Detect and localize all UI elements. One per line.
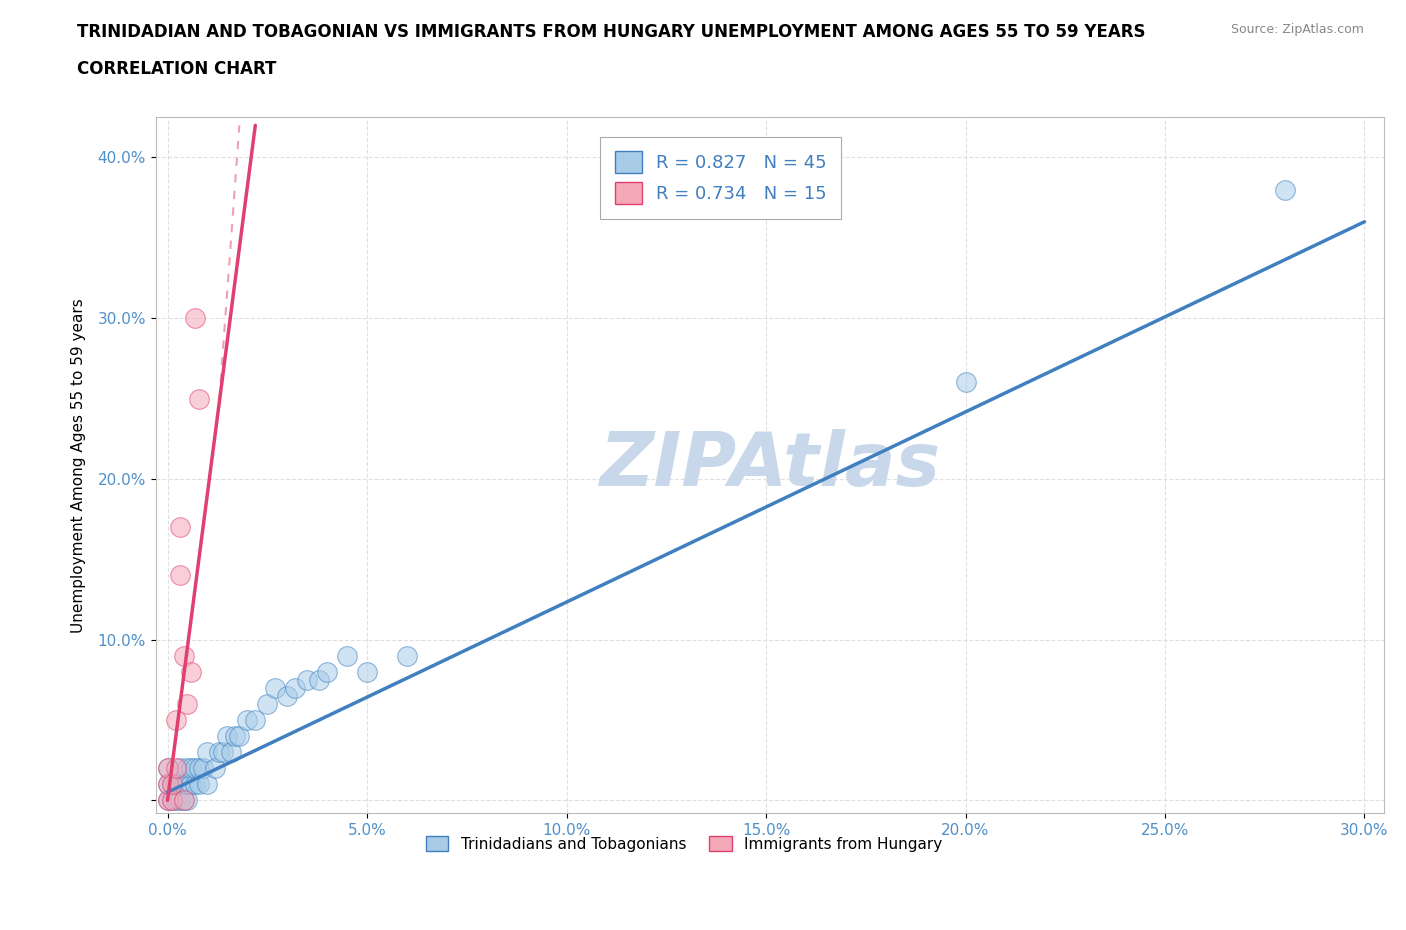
Point bbox=[180, 761, 202, 776]
Point bbox=[176, 777, 198, 791]
Point bbox=[188, 761, 211, 776]
Point bbox=[316, 664, 339, 679]
Point bbox=[184, 761, 207, 776]
Point bbox=[180, 777, 202, 791]
Point bbox=[176, 697, 198, 711]
Point bbox=[176, 793, 198, 808]
Point bbox=[188, 777, 211, 791]
Point bbox=[208, 745, 231, 760]
Point bbox=[165, 712, 187, 727]
Text: CORRELATION CHART: CORRELATION CHART bbox=[77, 60, 277, 78]
Point bbox=[169, 793, 191, 808]
Point bbox=[228, 728, 250, 743]
Text: Source: ZipAtlas.com: Source: ZipAtlas.com bbox=[1230, 23, 1364, 36]
Point bbox=[165, 777, 187, 791]
Point bbox=[173, 777, 195, 791]
Point bbox=[212, 745, 235, 760]
Point bbox=[156, 777, 179, 791]
Point bbox=[156, 761, 179, 776]
Point bbox=[955, 375, 977, 390]
Point bbox=[173, 793, 195, 808]
Point bbox=[224, 728, 246, 743]
Point bbox=[160, 777, 183, 791]
Point bbox=[197, 777, 219, 791]
Point bbox=[180, 664, 202, 679]
Point bbox=[156, 761, 179, 776]
Legend: Trinidadians and Tobagonians, Immigrants from Hungary: Trinidadians and Tobagonians, Immigrants… bbox=[419, 830, 949, 857]
Point bbox=[176, 761, 198, 776]
Point bbox=[256, 697, 278, 711]
Point bbox=[169, 761, 191, 776]
Point bbox=[165, 761, 187, 776]
Point bbox=[276, 688, 298, 703]
Point bbox=[173, 648, 195, 663]
Point bbox=[188, 392, 211, 406]
Point bbox=[197, 745, 219, 760]
Point bbox=[156, 777, 179, 791]
Point bbox=[308, 672, 330, 687]
Point bbox=[169, 777, 191, 791]
Point bbox=[204, 761, 226, 776]
Point bbox=[221, 745, 243, 760]
Point bbox=[156, 793, 179, 808]
Point bbox=[184, 777, 207, 791]
Point bbox=[160, 777, 183, 791]
Point bbox=[165, 793, 187, 808]
Point bbox=[264, 681, 287, 696]
Point bbox=[356, 664, 378, 679]
Point bbox=[295, 672, 318, 687]
Point bbox=[236, 712, 259, 727]
Point bbox=[245, 712, 267, 727]
Point bbox=[160, 793, 183, 808]
Point bbox=[1274, 182, 1296, 197]
Point bbox=[169, 520, 191, 535]
Point bbox=[336, 648, 359, 663]
Point bbox=[169, 568, 191, 583]
Point bbox=[395, 648, 418, 663]
Point bbox=[160, 793, 183, 808]
Point bbox=[217, 728, 239, 743]
Point bbox=[184, 311, 207, 325]
Y-axis label: Unemployment Among Ages 55 to 59 years: Unemployment Among Ages 55 to 59 years bbox=[72, 298, 86, 632]
Point bbox=[284, 681, 307, 696]
Point bbox=[156, 793, 179, 808]
Text: TRINIDADIAN AND TOBAGONIAN VS IMMIGRANTS FROM HUNGARY UNEMPLOYMENT AMONG AGES 55: TRINIDADIAN AND TOBAGONIAN VS IMMIGRANTS… bbox=[77, 23, 1146, 41]
Point bbox=[173, 793, 195, 808]
Text: ZIPAtlas: ZIPAtlas bbox=[599, 429, 941, 501]
Point bbox=[193, 761, 215, 776]
